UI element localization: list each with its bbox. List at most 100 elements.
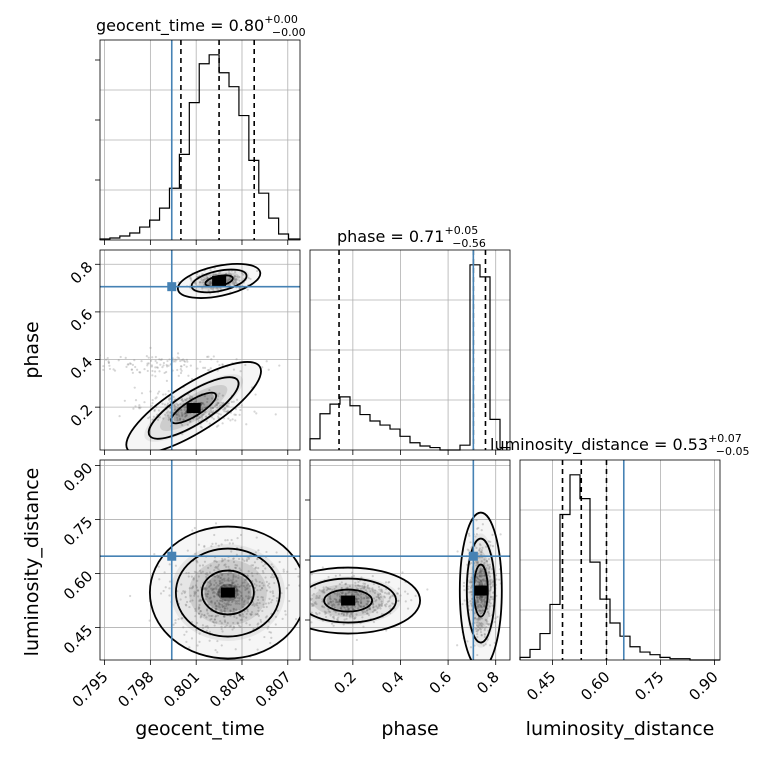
scatter-point [179, 417, 182, 420]
scatter-point [235, 281, 238, 284]
scatter-point [180, 408, 183, 412]
scatter-point [311, 604, 314, 607]
scatter-point [221, 573, 224, 576]
scatter-point [372, 590, 375, 593]
scatter-point [217, 601, 220, 605]
scatter-point [383, 603, 387, 607]
scatter-point [246, 587, 249, 590]
scatter-point [397, 587, 400, 590]
scatter-point [262, 564, 265, 568]
scatter-point [385, 592, 389, 595]
scatter-point [342, 614, 345, 617]
panel-frame [309, 249, 511, 451]
scatter-point [318, 612, 321, 615]
scatter-point [233, 599, 236, 602]
scatter-point [151, 402, 154, 405]
scatter-point [388, 580, 391, 584]
scatter-point [204, 410, 207, 413]
scatter-point [456, 644, 459, 647]
scatter-point [362, 605, 365, 608]
scatter-point [239, 533, 243, 537]
scatter-point [218, 606, 221, 609]
scatter-point [225, 404, 228, 407]
scatter-point [483, 561, 486, 565]
scatter-point [239, 569, 242, 572]
scatter-point [355, 595, 358, 598]
scatter-point [218, 595, 221, 598]
scatter-point [481, 574, 484, 577]
scatter-point [491, 604, 494, 607]
scatter-point [469, 646, 473, 649]
scatter-point [227, 559, 230, 562]
scatter-point [177, 410, 180, 414]
scatter-point [200, 426, 203, 429]
scatter-point [236, 596, 239, 600]
scatter-point [223, 579, 226, 582]
scatter-point [271, 598, 274, 602]
scatter-point [218, 579, 221, 582]
scatter-point [211, 591, 214, 595]
scatter-point [209, 273, 212, 277]
scatter-point [174, 408, 177, 411]
scatter-point [167, 398, 171, 402]
scatter-point [355, 591, 358, 594]
scatter-point [469, 602, 473, 605]
scatter-point [366, 600, 369, 604]
scatter-point [480, 579, 483, 582]
scatter-point [208, 584, 211, 587]
scatter-point [489, 579, 492, 582]
scatter-point [248, 623, 251, 626]
scatter-point [189, 277, 192, 280]
scatter-point [134, 365, 137, 369]
scatter-point [214, 587, 217, 590]
scatter-point [346, 612, 349, 615]
scatter-point [180, 369, 183, 372]
x-tick-label: 0.804 [206, 668, 249, 711]
scatter-point [210, 416, 214, 419]
scatter-point [366, 597, 369, 600]
scatter-point [357, 580, 360, 584]
scatter-point [97, 356, 99, 358]
scatter-point [178, 418, 182, 422]
scatter-point [256, 595, 259, 599]
scatter-point [51, 360, 53, 362]
scatter-point [212, 595, 216, 598]
scatter-point [206, 397, 209, 400]
scatter-point [475, 618, 478, 621]
scatter-point [151, 418, 154, 421]
scatter-point [197, 575, 200, 578]
scatter-point [223, 408, 226, 411]
scatter-point [228, 272, 231, 275]
scatter-point [194, 282, 198, 285]
scatter-point [196, 589, 199, 592]
scatter-point [270, 563, 273, 566]
scatter-point [240, 584, 243, 587]
scatter-point [216, 584, 219, 587]
scatter-point [336, 619, 339, 622]
scatter-point [221, 408, 225, 411]
scatter-point [488, 567, 491, 570]
scatter-point [324, 615, 328, 619]
scatter-point [233, 283, 236, 286]
density-shade [310, 576, 401, 625]
scatter-point [327, 607, 330, 611]
scatter-point [192, 585, 195, 588]
scatter-point [332, 617, 336, 620]
title-phase: phase = 0.71+0.05 −0.56 [337, 224, 486, 250]
scatter-point [340, 586, 343, 590]
scatter-point [262, 603, 265, 606]
scatter-point [322, 586, 325, 589]
scatter-point [481, 623, 484, 626]
scatter-point [351, 605, 354, 608]
scatter-point [484, 643, 487, 646]
scatter-point [377, 603, 381, 606]
scatter-point [339, 590, 342, 594]
scatter-point [374, 589, 377, 592]
scatter-point [214, 615, 217, 618]
scatter-point [474, 611, 477, 614]
scatter-point [207, 590, 210, 593]
scatter-point [92, 373, 94, 375]
scatter-point [357, 600, 360, 603]
scatter-point [235, 398, 239, 401]
scatter-point [240, 404, 243, 407]
